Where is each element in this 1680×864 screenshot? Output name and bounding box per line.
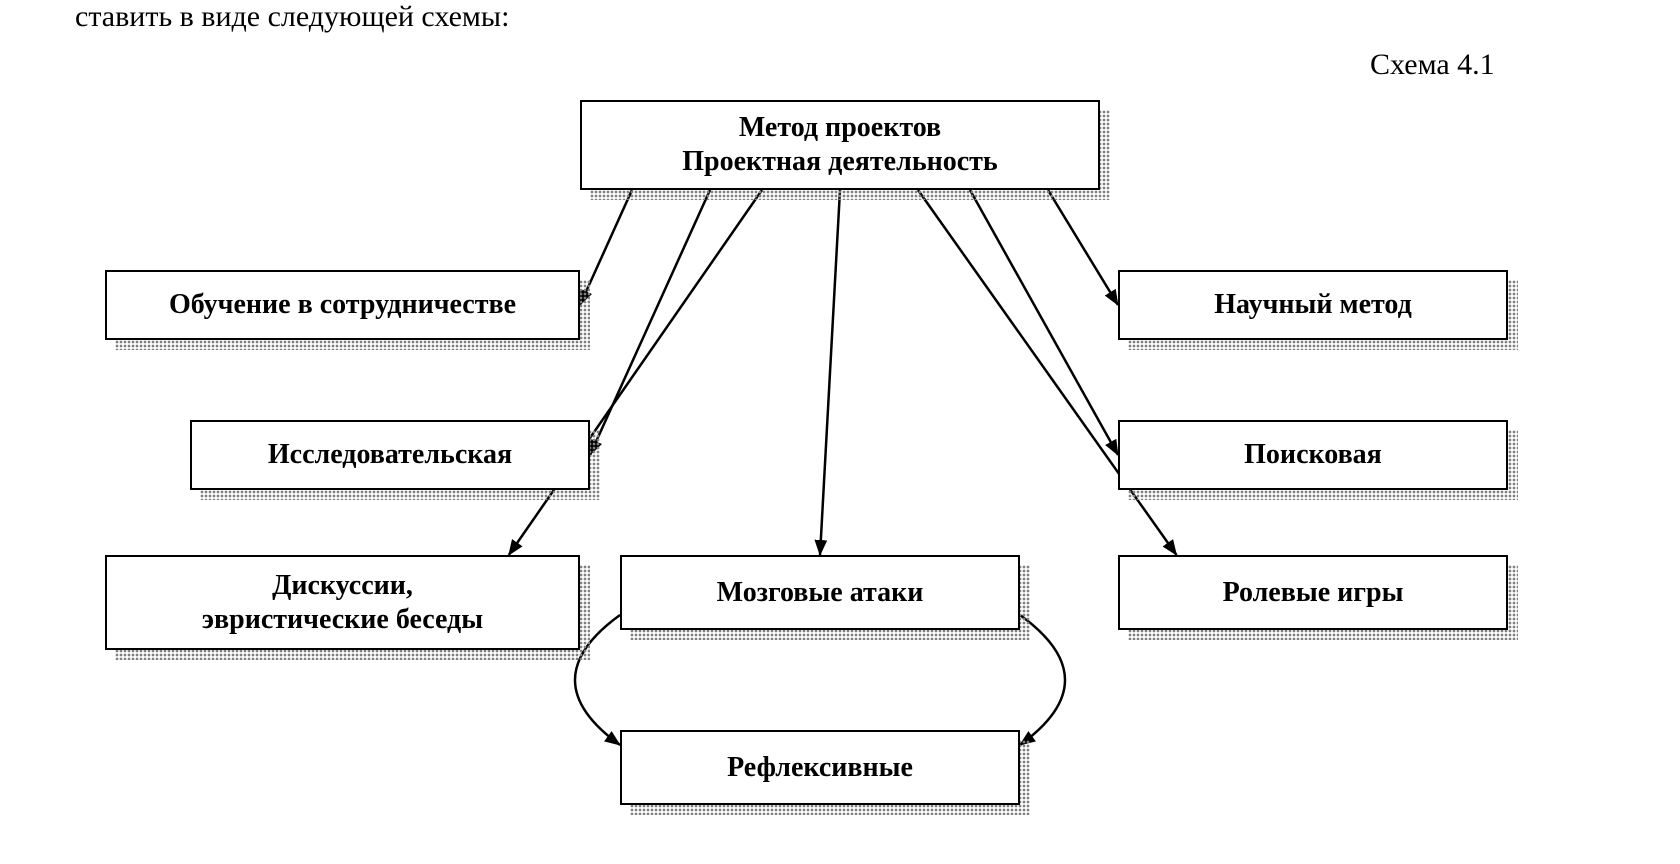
edge-root-roleplay (918, 190, 1177, 555)
edge-root-brainstorm (820, 190, 840, 555)
node-roleplay: Ролевые игры (1118, 555, 1508, 630)
node-reflexive: Рефлексивные (620, 730, 1020, 805)
edge-root-research (590, 190, 710, 455)
node-brainstorm: Мозговые атаки (620, 555, 1020, 630)
node-discussion: Дискуссии,эвристические беседы (105, 555, 580, 650)
node-coop-label: Обучение в сотрудничестве (169, 288, 516, 322)
node-search-label: Поисковая (1244, 438, 1382, 472)
node-reflexive-label: Рефлексивные (727, 751, 913, 785)
edge-root-discussion (509, 190, 762, 555)
node-brainstorm-label: Мозговые атаки (717, 576, 924, 610)
scheme-label: Схема 4.1 (1370, 48, 1495, 82)
node-discussion-label: Дискуссии,эвристические беседы (202, 569, 483, 636)
node-search: Поисковая (1118, 420, 1508, 490)
node-root-label: Метод проектовПроектная деятельность (682, 111, 998, 178)
node-roleplay-label: Ролевые игры (1223, 576, 1404, 610)
node-root: Метод проектовПроектная деятельность (580, 100, 1100, 190)
node-research: Исследовательская (190, 420, 590, 490)
node-scientific-label: Научный метод (1214, 288, 1412, 322)
node-coop: Обучение в сотрудничестве (105, 270, 580, 340)
edge-root-scientific (1048, 190, 1118, 305)
node-scientific: Научный метод (1118, 270, 1508, 340)
page-partial-text: ставить в виде следующей схемы: (75, 0, 509, 34)
node-research-label: Исследовательская (268, 438, 512, 472)
edge-root-search (970, 190, 1118, 455)
diagram-canvas: ставить в виде следующей схемы: Схема 4.… (0, 0, 1680, 864)
